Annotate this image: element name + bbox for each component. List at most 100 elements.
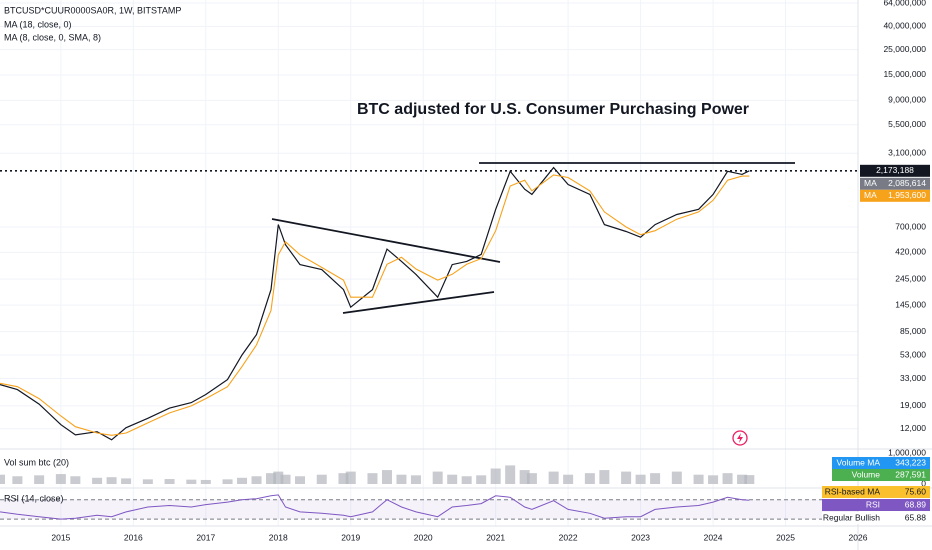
volume-bar xyxy=(237,477,248,484)
volume-bar xyxy=(316,474,327,484)
ma-tag-label: 2,085,614 xyxy=(888,178,926,188)
volume-bar xyxy=(432,471,443,484)
alert-icon[interactable] xyxy=(732,430,748,446)
volume-tag xyxy=(832,469,930,481)
volume-bar xyxy=(92,477,103,484)
indicator-label: MA (18, close, 0) xyxy=(4,19,72,29)
y-tick-label: 700,000 xyxy=(895,221,926,231)
x-tick-label: 2019 xyxy=(341,532,360,542)
legend-entry: MA (8, close, 0, SMA, 8) xyxy=(4,32,101,42)
x-tick-label: 2025 xyxy=(776,532,795,542)
volume-bar xyxy=(200,479,211,484)
volume-bar xyxy=(345,471,356,484)
trend-line xyxy=(271,218,501,263)
ma-tag-name: MA xyxy=(864,178,877,188)
volume-bar xyxy=(295,476,306,484)
x-tick-label: 2021 xyxy=(486,532,505,542)
volume-bar xyxy=(693,474,704,484)
x-tick-label: 2018 xyxy=(269,532,288,542)
ma-tag-name: MA xyxy=(864,190,877,200)
trend-lines xyxy=(271,162,795,314)
x-tick-label: 2016 xyxy=(124,532,143,542)
ma-tag-label: 1,953,600 xyxy=(888,190,926,200)
volume-tag-name: Volume xyxy=(852,469,881,479)
rsi-tag-name: Regular Bullish xyxy=(823,512,880,522)
y-tick-label: 145,000 xyxy=(895,299,926,309)
rsi-tag xyxy=(822,512,930,524)
volume-bar xyxy=(186,479,197,484)
volume-bar xyxy=(505,465,516,484)
volume-tick-label: 1,000,000 xyxy=(888,447,926,457)
y-tick-label: 12,000 xyxy=(900,423,926,433)
symbol-label: BTCUSD*CUUR0000SA0R, 1W, BITSTAMP xyxy=(4,5,181,15)
y-tick-label: 420,000 xyxy=(895,247,926,257)
volume-bar xyxy=(222,479,233,484)
volume-bar xyxy=(121,478,132,484)
rsi-tag-label: 68.89 xyxy=(905,499,927,509)
volume-bar xyxy=(519,470,530,484)
trend-line xyxy=(342,291,495,314)
x-tick-label: 2023 xyxy=(631,532,650,542)
volume-bar xyxy=(650,473,661,484)
volume-bar xyxy=(722,473,733,484)
x-tick-label: 2024 xyxy=(704,532,723,542)
volume-bar xyxy=(447,474,458,484)
x-tick-label: 2020 xyxy=(414,532,433,542)
volume-bar xyxy=(251,476,262,484)
volume-bar xyxy=(396,474,407,484)
volume-bar xyxy=(526,473,537,484)
rsi-tag-name: RSI-based MA xyxy=(825,486,881,496)
rsi-tag-label: 65.88 xyxy=(905,512,927,522)
grid xyxy=(0,0,859,526)
price-tag-label: 2,173,188 xyxy=(876,165,914,175)
y-tick-label: 245,000 xyxy=(895,273,926,283)
y-tick-label: 33,000 xyxy=(900,373,926,383)
volume-bar xyxy=(338,473,349,484)
pane-title: Vol sum btc (20) xyxy=(4,457,69,467)
volume-bar xyxy=(70,476,81,484)
volume-bar xyxy=(635,474,646,484)
y-tick-label: 53,000 xyxy=(900,349,926,359)
volume-bar xyxy=(367,473,378,484)
volume-bar xyxy=(563,474,574,484)
volume-bar xyxy=(548,471,559,484)
x-tick-label: 2017 xyxy=(196,532,215,542)
volume-bar xyxy=(599,470,610,484)
alert-circle xyxy=(732,430,748,446)
series-line xyxy=(0,166,750,441)
alert-bolt xyxy=(737,433,743,443)
plot xyxy=(0,166,858,520)
y-tick-label: 9,000,000 xyxy=(888,95,926,105)
volume-bar xyxy=(671,471,682,484)
series-line xyxy=(0,494,750,520)
rsi-tag-label: 75.60 xyxy=(905,486,927,496)
y-tick-label: 19,000 xyxy=(900,400,926,410)
volume-bar xyxy=(381,470,392,484)
volume-bar xyxy=(280,474,291,484)
y-tick-label: 25,000,000 xyxy=(883,44,926,54)
rsi-tag xyxy=(822,499,930,511)
ma-tag xyxy=(860,189,930,202)
volume-tag xyxy=(832,457,930,469)
ma-tag xyxy=(860,177,930,190)
volume-bar xyxy=(12,476,23,484)
volume-tick-label: 0 xyxy=(921,478,926,488)
y-tick-label: 85,000 xyxy=(900,326,926,336)
rsi-tag xyxy=(822,486,930,498)
volume-bar xyxy=(490,468,501,484)
volume-bar xyxy=(476,475,487,484)
volume-bar xyxy=(410,475,421,484)
x-tick-label: 2022 xyxy=(559,532,578,542)
volume-bar xyxy=(164,479,175,484)
volume-bar xyxy=(142,479,153,484)
volume-bar xyxy=(708,475,719,484)
pane-title: RSI (14, close) xyxy=(4,493,64,503)
volume-tag-label: 287,591 xyxy=(895,469,926,479)
volume-bar xyxy=(106,477,117,484)
y-tick-label: 15,000,000 xyxy=(883,69,926,79)
volume-tag-label: 343,223 xyxy=(895,457,926,467)
y-tick-label: 40,000,000 xyxy=(883,21,926,31)
